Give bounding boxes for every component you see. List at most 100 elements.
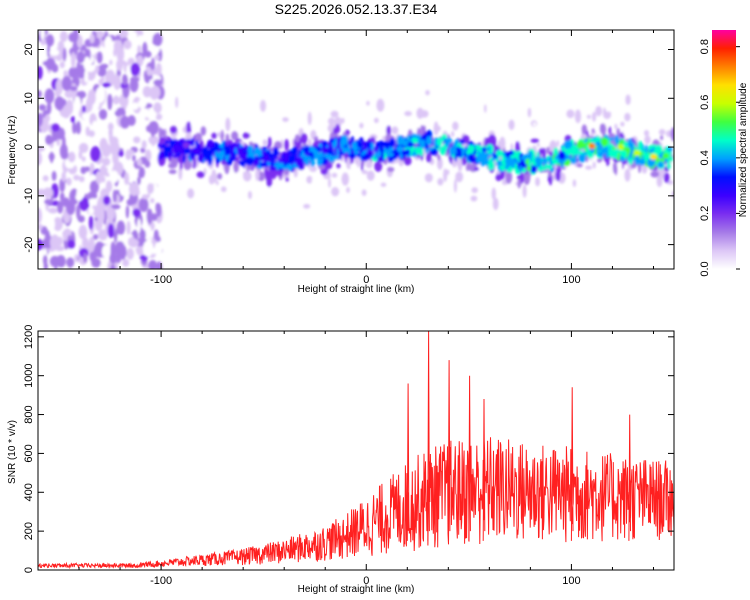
spectrogram-cell [284,154,289,163]
spectrogram-cell [95,65,100,74]
spectrogram-cell [88,198,98,206]
spectrogram-cell [141,194,150,200]
spectrogram-cell [49,218,56,230]
spectrogram-cell [44,88,55,104]
spectrogram-cell [40,138,44,145]
spectrogram-cell [491,187,496,200]
spectrogram-cell [648,149,654,153]
spectrogram-cell [522,184,527,198]
spectrogram-cell [597,158,602,163]
spectrogram-cell [200,126,207,136]
spectrogram-cell [637,140,643,151]
spectrogram-cell [487,160,495,171]
spectrogram-cell [450,130,455,138]
spectrogram-cell [114,110,123,117]
spectrogram-cell [97,66,107,77]
spectrogram-cell [614,123,618,130]
spectrogram-cell [340,117,345,124]
spectrogram-cell [38,223,43,231]
spectrogram-cell [606,166,614,178]
spectrogram-cell [98,109,108,120]
spectrogram-cell [78,197,90,211]
spectrogram-cell [617,144,624,150]
spectrogram-cell [453,179,457,193]
spectrogram-cell [192,146,201,155]
spectrogram-cell [75,120,82,135]
spectrogram-cell [175,96,179,109]
spectrogram-cell [78,224,88,240]
spectrogram-cell [100,76,105,83]
spectrogram-cell [231,131,239,141]
spectrogram-cell [278,162,284,169]
spectrogram-cell [558,150,566,160]
spectrogram-cell [346,157,351,170]
spectrogram-cell [203,167,207,175]
spectrogram-cell [605,105,611,112]
spectrogram-cell [201,148,210,158]
spectrogram-cell [119,115,130,129]
spectrogram-cell [81,156,86,162]
spectrogram-cell [257,136,263,146]
spectrogram-cell [667,147,674,151]
colorbar-ticks: 0.0 0.2 0.4 0.6 0.8 [699,39,740,277]
spectrogram-cell [510,160,516,168]
colorbar-tick-label: 0.4 [699,150,711,165]
spectrogram-cell [173,143,178,154]
spectrogram-cell [77,90,87,99]
spectrogram-cell [38,207,42,224]
spectrogram-cell [595,141,601,146]
spectrogram-cell [331,172,338,178]
spectrogram-cell [535,177,541,187]
spectrogram-cell [311,177,319,185]
spectrogram-cell [59,30,68,42]
spectrogram-cell [265,154,269,160]
spectrogram-cell [577,150,584,155]
spectrogram-cell [614,135,620,145]
spectrogram-cell [666,160,671,170]
spectrogram-cell [136,55,144,67]
spectrogram-cell [136,246,145,256]
spectrogram-cell [464,150,467,159]
spectrogram-cell [349,121,356,129]
spectrogram-y-axis-title: Frequency (Hz) [7,116,18,185]
spectrogram-cell [547,164,553,170]
spectrogram-cell [42,175,49,182]
spectrogram-cell [443,168,448,182]
spectrogram-cell [132,154,136,162]
spectrogram-cell [242,146,248,151]
spectrogram-cell [623,141,629,148]
spectrogram-cell [403,156,412,166]
spectrogram-cell [49,234,60,251]
spectrogram-cell [105,207,116,222]
spectrogram-cell [556,140,560,147]
spectrogram-cell [71,51,76,69]
spectrogram-cell [469,156,476,163]
spectrogram-cell [243,170,252,182]
spectrogram-cell [85,97,93,112]
spectrogram-cell [126,64,131,79]
spectrogram-cell [380,182,387,187]
y-tick-label: 1000 [23,363,35,387]
snr-x-axis-title: Height of straight line (km) [298,584,415,595]
x-tick-label: -100 [150,274,172,286]
spectrogram-cell [531,160,536,165]
spectrogram-cell [481,147,487,153]
spectrogram-cell [59,61,66,69]
spectrogram-cell [627,138,632,149]
spectrogram-cell [38,260,42,269]
spectrogram-cell [585,137,588,143]
spectrogram-cell [248,156,254,166]
spectrogram-cell [155,113,163,121]
spectrogram-cell [280,139,284,151]
spectrogram-cell [302,146,309,155]
spectrogram-cell [452,121,459,131]
spectrogram-cell [543,124,549,132]
spectrogram-cell [341,172,349,186]
spectrogram-cell [126,247,134,260]
spectrogram-cell [220,129,224,143]
spectrogram-cell [107,93,113,111]
spectrogram-cell [519,165,522,174]
spectrogram-cell [90,174,96,181]
spectrogram-cell [236,146,242,153]
